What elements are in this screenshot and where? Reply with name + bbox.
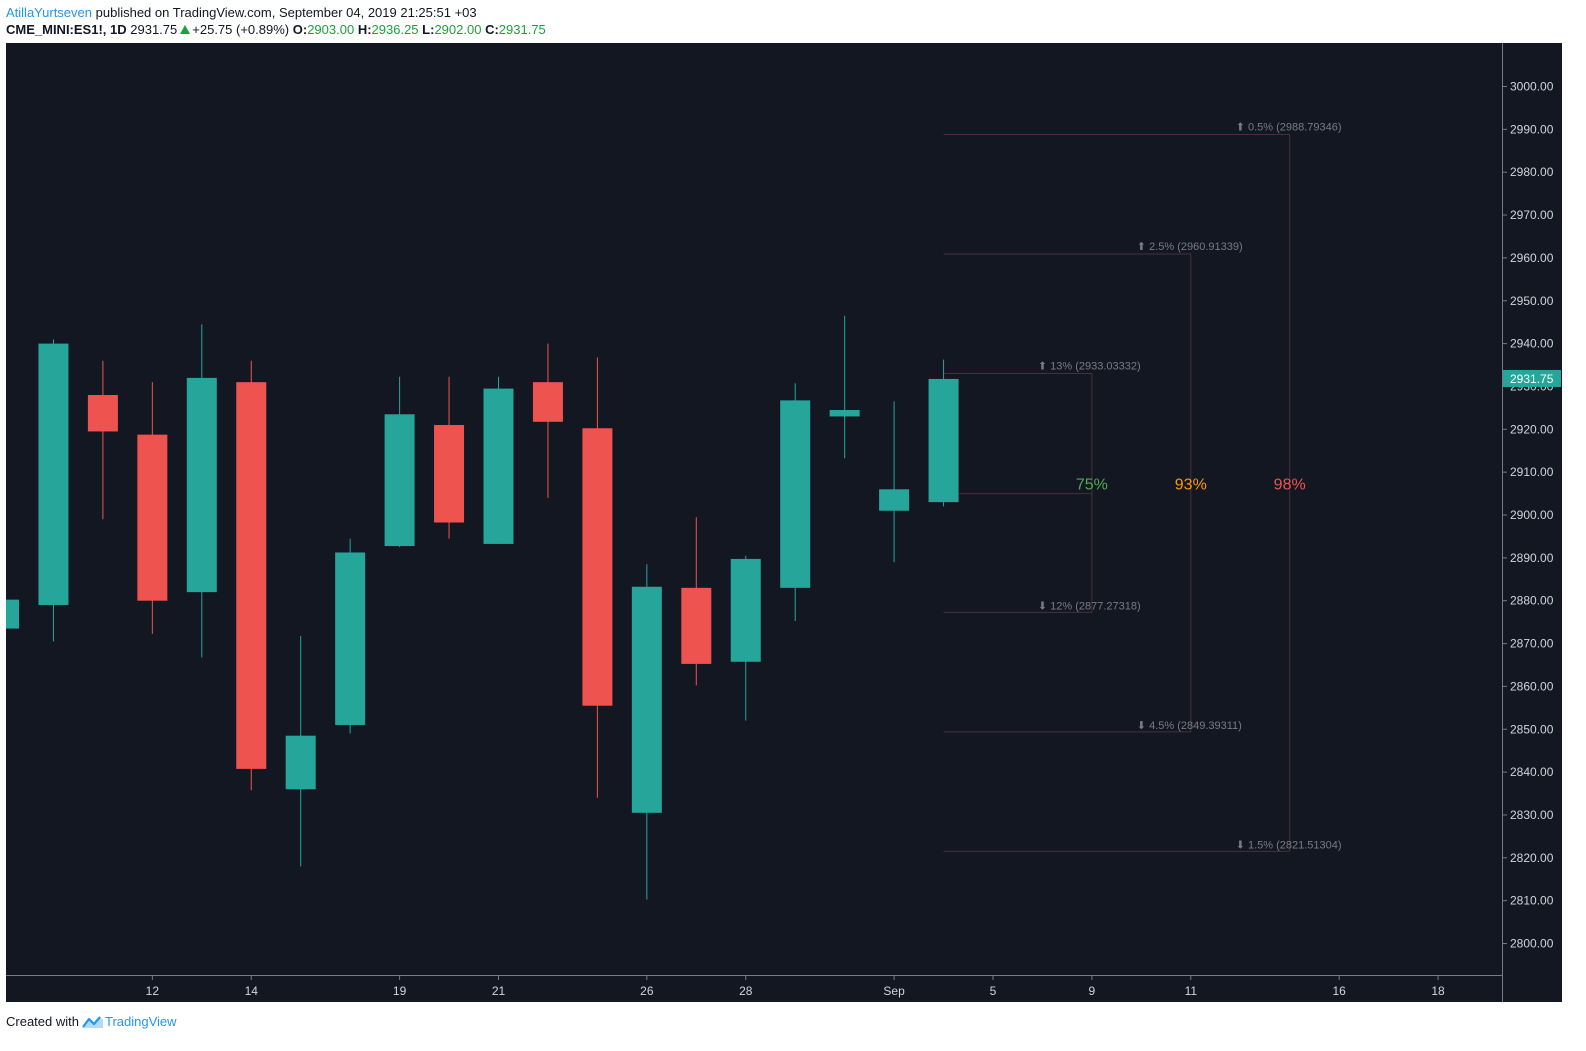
lower-level-label: ⬇ 12% (2877.27318) xyxy=(1038,600,1141,612)
current-price-label: 2931.75 xyxy=(1510,372,1554,386)
candle-body xyxy=(730,558,761,662)
y-tick-label: 3000.00 xyxy=(1510,80,1554,94)
upper-level-label: ⬆ 0.5% (2988.79346) xyxy=(1236,122,1342,134)
x-tick-label: 18 xyxy=(1431,984,1445,998)
candle-body xyxy=(829,410,860,417)
y-tick-label: 2870.00 xyxy=(1510,637,1554,651)
close-label: C: xyxy=(485,22,499,37)
up-arrow-icon xyxy=(180,25,191,34)
time-axis xyxy=(6,975,1502,1002)
candle-body xyxy=(87,395,118,432)
current-price-tag xyxy=(1503,369,1561,387)
probability-label: 98% xyxy=(1274,477,1306,494)
candle-body xyxy=(335,552,366,725)
probability-label: 93% xyxy=(1175,477,1207,494)
y-tick-label: 2920.00 xyxy=(1510,422,1554,436)
y-tick-label: 2970.00 xyxy=(1510,208,1554,222)
y-tick-label: 2950.00 xyxy=(1510,294,1554,308)
open-value: 2903.00 xyxy=(307,22,355,37)
x-tick-label: 19 xyxy=(393,984,407,998)
y-tick-label: 2830.00 xyxy=(1510,808,1554,822)
tradingview-logo-icon xyxy=(82,1016,103,1028)
candle-body xyxy=(384,414,415,547)
y-tick-label: 2820.00 xyxy=(1510,851,1554,865)
x-tick-label: 14 xyxy=(245,984,259,998)
y-tick-label: 2850.00 xyxy=(1510,722,1554,736)
y-tick-label: 2960.00 xyxy=(1510,251,1554,265)
published-text: published on TradingView.com, September … xyxy=(95,5,477,20)
open-label: O: xyxy=(292,22,308,37)
x-tick-label: 21 xyxy=(492,984,506,998)
y-tick-label: 2900.00 xyxy=(1510,508,1554,522)
x-tick-label: 28 xyxy=(739,984,753,998)
candle-body xyxy=(928,378,959,503)
candle-body xyxy=(631,586,662,813)
high-label: H: xyxy=(357,22,372,37)
y-tick-label: 2840.00 xyxy=(1510,765,1554,779)
candle-body xyxy=(434,425,465,523)
close-value: 2931.75 xyxy=(498,22,546,37)
y-tick-label: 2910.00 xyxy=(1510,465,1554,479)
y-tick-label: 2880.00 xyxy=(1510,594,1554,608)
x-tick-label: 12 xyxy=(146,984,160,998)
probability-label: 75% xyxy=(1076,477,1108,494)
chart-pane xyxy=(6,43,1502,975)
y-tick-label: 2990.00 xyxy=(1510,122,1554,136)
price-axis xyxy=(1502,43,1562,1002)
candle-body xyxy=(38,343,69,605)
x-tick-label: 5 xyxy=(990,984,997,998)
candle-body xyxy=(483,388,514,544)
candle-body xyxy=(879,489,910,511)
tradingview-link[interactable]: TradingView xyxy=(104,1014,177,1029)
candle-body xyxy=(236,382,267,769)
footer: Created with TradingView xyxy=(6,1014,177,1029)
candle-body xyxy=(137,434,168,601)
created-with-text: Created with xyxy=(6,1014,79,1029)
candle-body xyxy=(285,735,316,790)
author-link[interactable]: AtillaYurtseven xyxy=(6,5,92,20)
symbol-legend: CME_MINI:ES1!, 1D 2931.75 +25.75 (+0.89%)… xyxy=(6,22,546,37)
y-tick-label: 2940.00 xyxy=(1510,337,1554,351)
low-value: 2902.00 xyxy=(434,22,482,37)
publish-info: AtillaYurtseven published on TradingView… xyxy=(6,5,477,20)
candle-body xyxy=(186,377,217,593)
y-tick-label: 2980.00 xyxy=(1510,165,1554,179)
candle-body xyxy=(6,599,19,629)
candle-body xyxy=(582,428,613,706)
lower-level-label: ⬇ 4.5% (2849.39311) xyxy=(1137,720,1242,732)
candle-body xyxy=(532,382,563,422)
low-label: L: xyxy=(422,22,435,37)
y-tick-label: 2810.00 xyxy=(1510,894,1554,908)
price-change: +25.75 (+0.89%) xyxy=(192,22,290,37)
high-value: 2936.25 xyxy=(371,22,419,37)
x-tick-label: 26 xyxy=(640,984,654,998)
x-tick-label: 9 xyxy=(1089,984,1096,998)
upper-level-label: ⬆ 13% (2933.03332) xyxy=(1038,360,1141,372)
last-price: 2931.75 xyxy=(130,22,178,37)
candle-body xyxy=(780,400,811,588)
candle-body xyxy=(681,587,712,664)
lower-level-label: ⬇ 1.5% (2821.51304) xyxy=(1236,839,1342,851)
x-tick-label: Sep xyxy=(883,984,905,998)
upper-level-label: ⬆ 2.5% (2960.91339) xyxy=(1137,241,1243,253)
y-tick-label: 2890.00 xyxy=(1510,551,1554,565)
x-tick-label: 16 xyxy=(1332,984,1346,998)
y-tick-label: 2860.00 xyxy=(1510,679,1554,693)
x-tick-label: 11 xyxy=(1185,984,1198,998)
symbol-name[interactable]: CME_MINI:ES1!, 1D xyxy=(6,22,127,37)
y-tick-label: 2800.00 xyxy=(1510,937,1554,951)
